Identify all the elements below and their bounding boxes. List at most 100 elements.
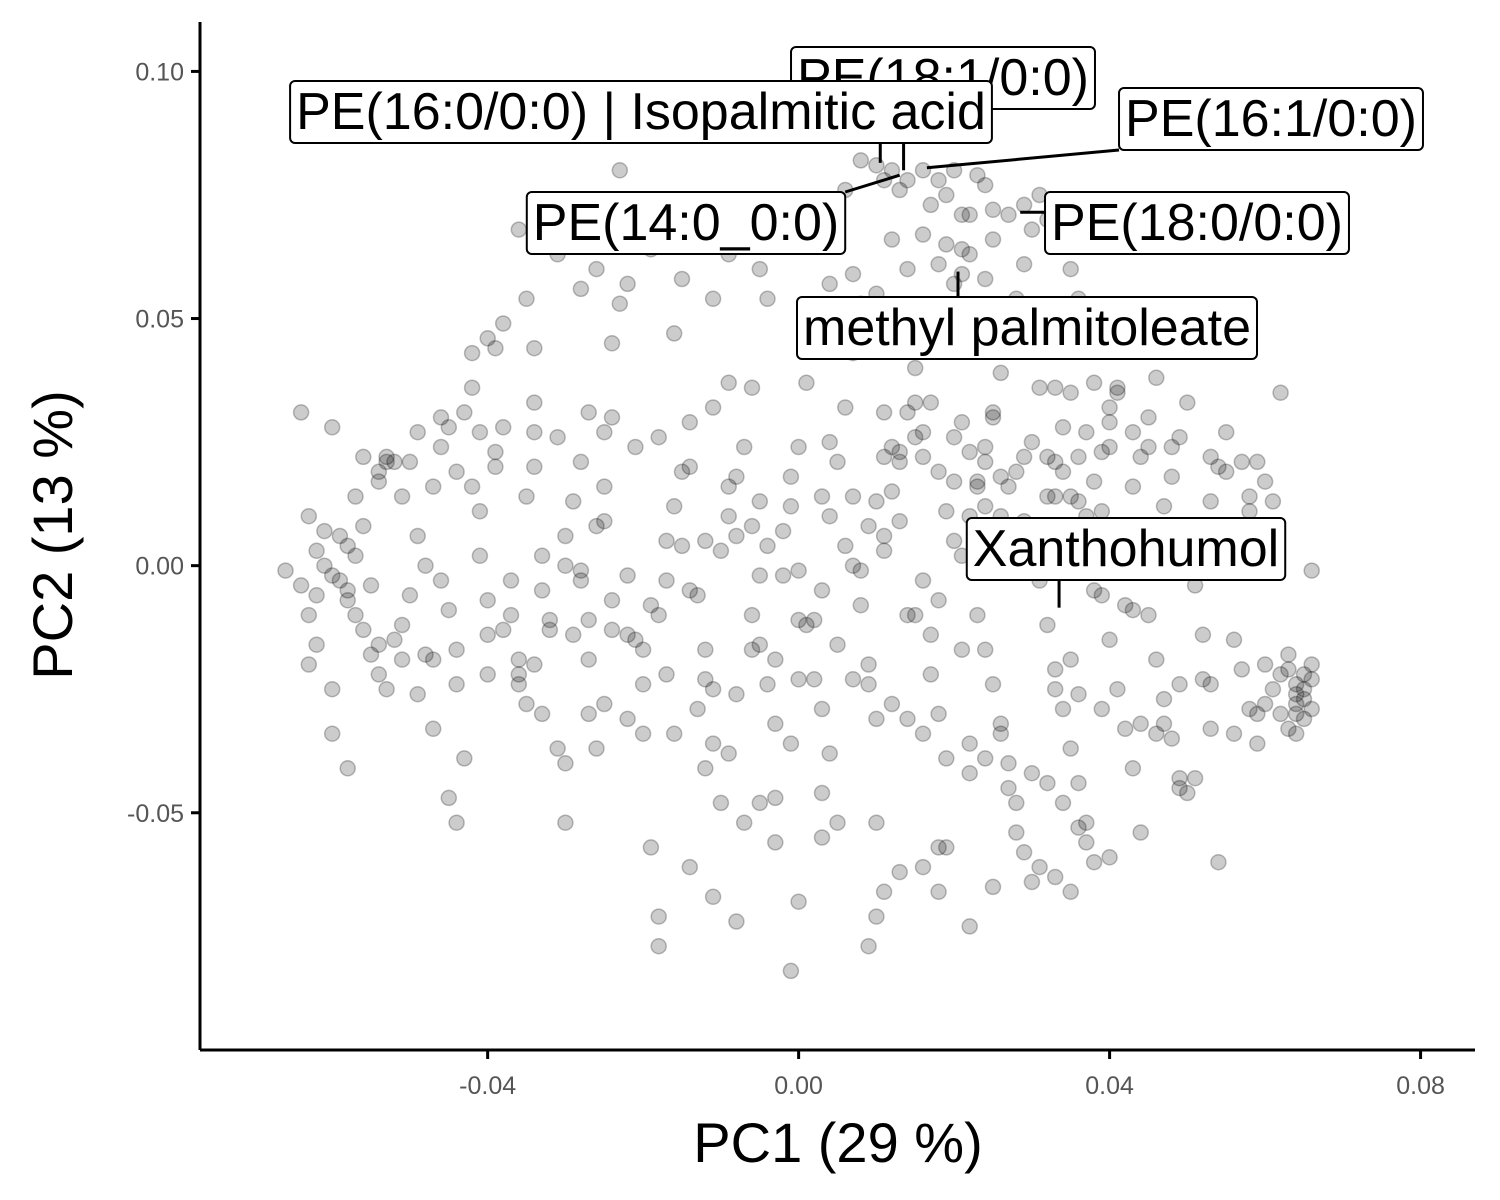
data-point — [1070, 774, 1087, 792]
data-point — [805, 671, 823, 688]
data-point — [339, 760, 356, 777]
annotation-box — [1118, 87, 1424, 151]
data-point — [922, 626, 940, 644]
data-point — [1062, 883, 1079, 901]
data-point — [650, 937, 667, 955]
data-point — [704, 399, 722, 416]
data-point — [1101, 631, 1118, 649]
data-point — [969, 478, 986, 495]
data-point — [914, 448, 932, 466]
data-point — [697, 671, 714, 688]
data-point — [906, 606, 924, 624]
data-point — [526, 339, 543, 357]
data-point — [526, 656, 543, 673]
data-point — [837, 399, 854, 416]
data-point — [782, 468, 800, 485]
data-point — [1070, 493, 1087, 510]
annotation-label: PE(16:1/0:0) — [926, 87, 1424, 170]
data-point — [1155, 690, 1173, 708]
data-point — [681, 458, 699, 476]
data-point — [697, 532, 714, 550]
data-point — [1303, 671, 1320, 688]
data-point — [735, 438, 753, 456]
data-point — [1163, 468, 1181, 485]
data-point — [370, 463, 388, 481]
data-point — [1287, 705, 1305, 723]
data-point — [432, 409, 450, 426]
data-point — [487, 458, 504, 476]
data-point — [813, 784, 831, 802]
data-point — [829, 636, 846, 653]
data-point — [782, 498, 800, 515]
data-point — [611, 295, 629, 312]
data-point — [1202, 676, 1219, 693]
annotation-box — [1044, 191, 1350, 255]
data-point — [658, 532, 675, 550]
data-point — [1093, 587, 1111, 604]
data-point — [883, 231, 901, 248]
annotations-layer: PE(18:1/0:0)PE(16:0/0:0) | Isopalmitic a… — [289, 46, 1424, 608]
data-point — [1015, 844, 1033, 861]
data-point — [844, 557, 862, 574]
data-point — [673, 270, 691, 288]
data-point — [424, 720, 442, 738]
data-point — [899, 606, 916, 624]
data-point — [580, 404, 597, 421]
data-point — [665, 325, 683, 342]
data-point — [976, 498, 994, 515]
data-point — [720, 507, 737, 525]
data-point — [1249, 453, 1266, 471]
data-point — [1202, 720, 1219, 738]
data-point — [751, 794, 769, 812]
data-point — [308, 542, 325, 560]
data-point — [1054, 463, 1072, 481]
data-point — [1256, 473, 1274, 490]
data-point — [378, 680, 395, 698]
data-point — [308, 636, 325, 653]
data-point — [409, 527, 426, 545]
data-point — [837, 537, 854, 555]
data-point — [930, 171, 947, 189]
data-point — [300, 656, 318, 673]
data-point — [1186, 769, 1204, 787]
data-point — [378, 448, 395, 466]
data-point — [323, 725, 341, 742]
data-point — [938, 750, 955, 767]
data-point — [292, 577, 310, 594]
data-point — [494, 315, 512, 332]
data-point — [1109, 384, 1126, 401]
data-point — [386, 631, 403, 649]
data-point — [417, 557, 434, 574]
data-point — [961, 246, 978, 263]
data-point — [448, 814, 465, 831]
data-point — [533, 547, 551, 565]
data-point — [448, 676, 465, 693]
data-point — [580, 651, 597, 668]
data-point — [914, 162, 932, 179]
data-point — [1101, 849, 1118, 866]
data-point — [914, 858, 932, 876]
data-point — [930, 839, 947, 856]
data-point — [533, 705, 551, 723]
data-point — [588, 517, 605, 535]
data-point — [875, 448, 893, 466]
annotation-text: PE(16:1/0:0) — [1125, 90, 1417, 148]
data-point — [1078, 423, 1095, 441]
data-point — [821, 275, 838, 293]
data-point — [728, 685, 745, 703]
data-point — [1295, 680, 1313, 698]
data-point — [891, 453, 908, 471]
y-tick-label: 0.10 — [135, 58, 184, 86]
data-point — [1303, 562, 1320, 579]
data-point — [331, 527, 349, 545]
data-point — [938, 839, 955, 856]
annotation-label: PE(18:0/0:0) — [1020, 191, 1350, 255]
data-point — [650, 428, 667, 446]
annotation-text: Xanthohumol — [973, 520, 1279, 578]
data-point — [813, 829, 831, 846]
data-point — [409, 685, 426, 703]
data-point — [751, 260, 769, 278]
data-point — [821, 745, 838, 762]
data-point — [596, 423, 613, 441]
